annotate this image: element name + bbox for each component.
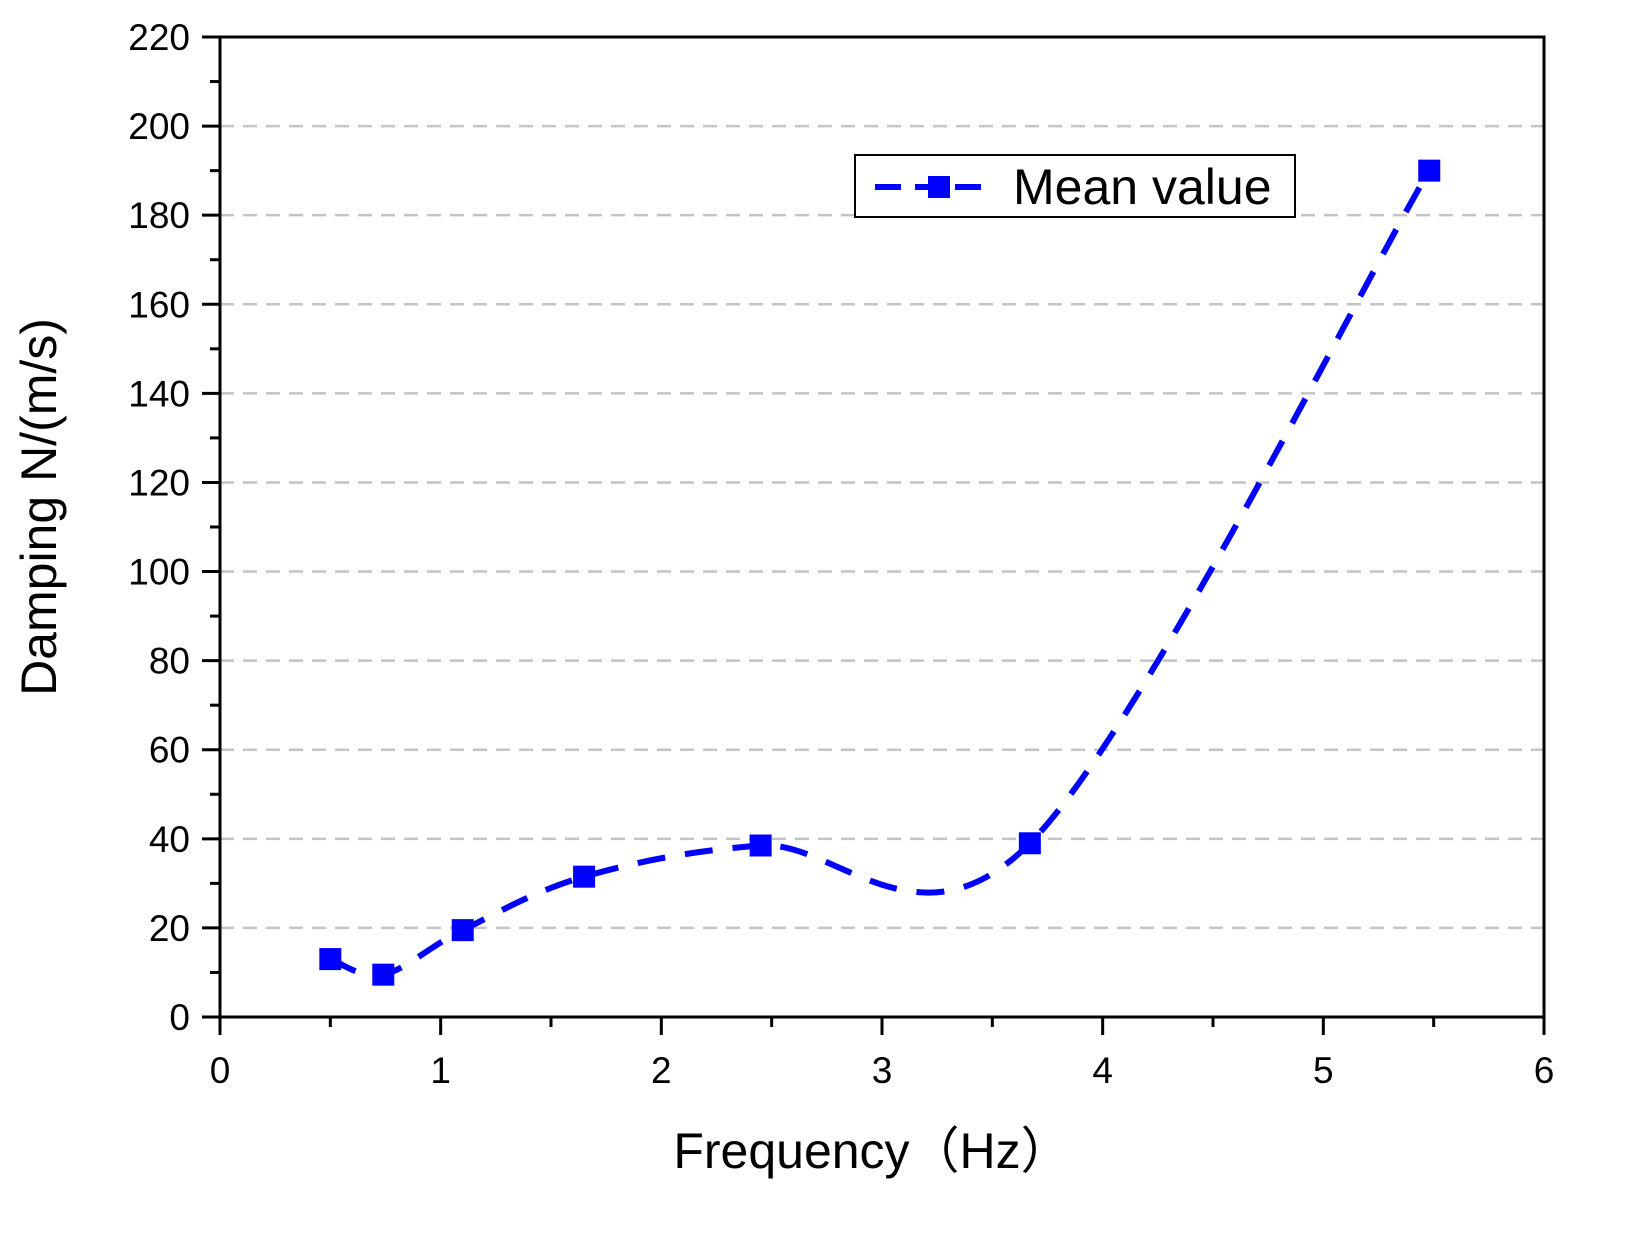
data-point-marker: [1418, 159, 1441, 182]
y-tick-label: 20: [149, 908, 190, 949]
y-tick-label: 200: [128, 106, 190, 147]
y-tick-label: 80: [149, 641, 190, 682]
series-layer: [319, 159, 1441, 986]
x-tick-label: 0: [210, 1050, 231, 1091]
x-axis-title: Frequency（Hz）: [673, 1123, 1070, 1179]
legend: Mean value: [854, 154, 1296, 218]
y-tick-label: 40: [149, 819, 190, 860]
data-point-marker: [319, 948, 342, 971]
y-axis-title: Damping N/(m/s): [11, 318, 67, 696]
data-point-marker: [372, 963, 395, 986]
y-tick-label: 140: [128, 373, 190, 414]
y-tick-label: 100: [128, 552, 190, 593]
x-tick-label: 6: [1534, 1050, 1555, 1091]
y-tick-label: 180: [128, 195, 190, 236]
grid-lines: [220, 124, 1544, 930]
legend-label: Mean value: [1013, 159, 1272, 215]
y-tick-label: 220: [128, 17, 190, 58]
axis-ticks: [202, 35, 1546, 1035]
y-tick-label: 60: [149, 730, 190, 771]
y-tick-label: 160: [128, 284, 190, 325]
y-tick-label: 120: [128, 462, 190, 503]
tick-labels: 0 20 40 60 80 100 120 140 160 180 200 220 0 1 2 3 4 5 6: [128, 17, 1554, 1091]
series-line: [329, 169, 1432, 979]
data-point-marker: [573, 865, 596, 888]
data-point-marker: [749, 834, 772, 857]
data-point-marker: [1018, 832, 1041, 855]
y-tick-label: 0: [169, 997, 190, 1038]
x-tick-label: 1: [430, 1050, 451, 1091]
x-tick-label: 3: [872, 1050, 893, 1091]
x-tick-label: 5: [1313, 1050, 1334, 1091]
x-tick-label: 4: [1092, 1050, 1113, 1091]
data-point-marker: [451, 919, 474, 942]
legend-square-marker: [928, 176, 950, 198]
x-tick-label: 2: [651, 1050, 672, 1091]
